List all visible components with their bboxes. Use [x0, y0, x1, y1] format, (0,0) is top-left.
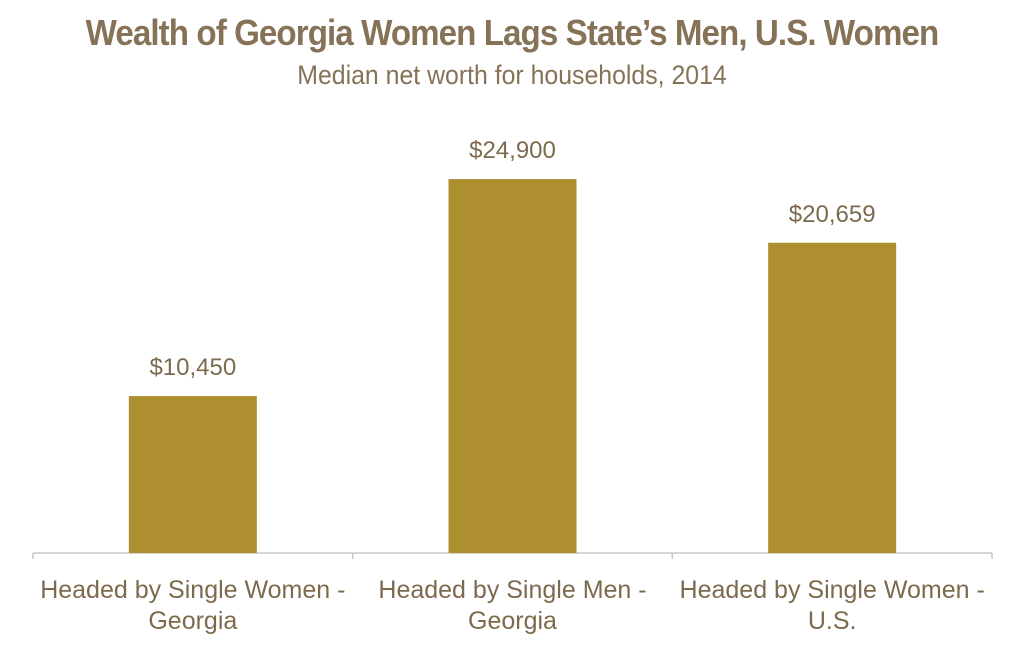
bar	[768, 242, 897, 554]
chart-title: Wealth of Georgia Women Lags State’s Men…	[85, 12, 940, 53]
category-label: Headed by Single Women -	[680, 576, 985, 604]
bar	[128, 396, 257, 553]
data-label: $10,450	[149, 354, 236, 381]
category-label: Headed by Single Men -	[378, 576, 646, 604]
bar	[448, 179, 577, 553]
category-label: Georgia	[468, 607, 557, 635]
category-label: U.S.	[808, 607, 857, 635]
chart-subtitle: Median net worth for households, 2014	[297, 60, 727, 90]
data-label: $20,659	[789, 201, 876, 228]
data-label: $24,900	[469, 137, 556, 164]
category-label: Headed by Single Women -	[40, 576, 345, 604]
category-label: Georgia	[148, 607, 237, 635]
